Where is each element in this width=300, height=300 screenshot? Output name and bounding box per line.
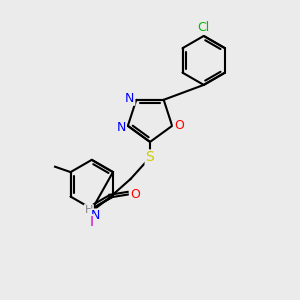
Text: O: O (130, 188, 140, 201)
Text: Cl: Cl (198, 21, 210, 34)
Text: H: H (85, 205, 93, 215)
Text: N: N (125, 92, 134, 105)
Text: O: O (174, 119, 184, 132)
Text: N: N (117, 121, 126, 134)
Text: I: I (90, 215, 94, 229)
Text: N: N (91, 209, 100, 223)
Text: S: S (146, 151, 154, 164)
